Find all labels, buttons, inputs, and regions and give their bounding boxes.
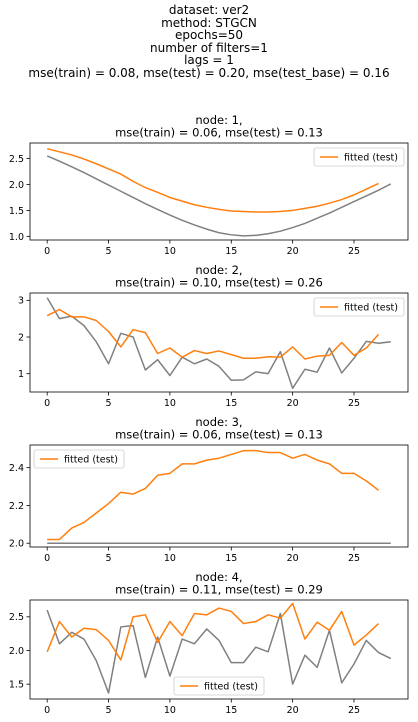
chart4-ytick-label: 1.5 bbox=[9, 680, 24, 691]
chart4-ytick-label: 2.0 bbox=[9, 646, 24, 657]
chart4-xtick-label: 15 bbox=[225, 705, 237, 716]
chart1-subplot: node: 1,mse(train) = 0.06, mse(test) = 0… bbox=[9, 113, 409, 257]
suptitle-lags: lags = 1 bbox=[184, 53, 234, 68]
chart2-ytick-label: 3 bbox=[18, 296, 24, 307]
chart1-ytick-label: 2.5 bbox=[9, 154, 24, 165]
chart3-legend-label: fitted (test) bbox=[64, 454, 118, 465]
suptitle-method: method: STGCN bbox=[161, 15, 257, 30]
chart2-xtick-label: 20 bbox=[287, 398, 299, 409]
suptitle-filters: number of filters=1 bbox=[150, 40, 268, 55]
chart4-subplot: node: 4,mse(train) = 0.11, mse(test) = 0… bbox=[9, 570, 409, 716]
chart4-xtick-label: 0 bbox=[44, 705, 50, 716]
chart1-xtick-label: 20 bbox=[287, 246, 299, 257]
chart3-xtick-label: 5 bbox=[106, 553, 112, 564]
chart4-legend-label: fitted (test) bbox=[204, 681, 258, 692]
chart4-title-line-2: mse(train) = 0.11, mse(test) = 0.29 bbox=[115, 583, 323, 597]
chart3-axes-frame bbox=[29, 444, 409, 548]
chart4-fitted-line bbox=[46, 602, 380, 661]
chart1-fitted-line bbox=[46, 147, 379, 213]
figure-suptitle: dataset: ver2 method: STGCN epochs=50 nu… bbox=[0, 4, 418, 80]
chart4-xtick-label: 10 bbox=[164, 705, 176, 716]
chart1-xtick-label: 5 bbox=[106, 246, 112, 257]
suptitle-epochs: epochs=50 bbox=[174, 28, 244, 43]
chart3-title-line-1: node: 3, bbox=[195, 415, 242, 429]
chart2-xtick-label: 0 bbox=[44, 398, 50, 409]
chart2-title-line-1: node: 2, bbox=[195, 263, 242, 277]
chart4-xtick-label: 20 bbox=[287, 705, 299, 716]
suptitle-mse: mse(train) = 0.08, mse(test) = 0.20, mse… bbox=[28, 65, 390, 80]
chart4-title-line-1: node: 4, bbox=[195, 570, 242, 584]
chart1-title-line-1: node: 1, bbox=[195, 113, 242, 127]
chart1-ytick-label: 1.0 bbox=[9, 232, 24, 243]
chart2-xtick-label: 10 bbox=[164, 398, 176, 409]
chart3-ytick-label: 2.4 bbox=[9, 463, 24, 474]
chart1-xtick-label: 25 bbox=[348, 246, 360, 257]
chart3-xtick-label: 15 bbox=[225, 553, 237, 564]
chart4-axes-frame bbox=[29, 599, 409, 700]
chart4-actual-line bbox=[46, 609, 392, 694]
chart2-fitted-line bbox=[46, 308, 380, 360]
chart3-fitted-line bbox=[47, 449, 380, 541]
chart2-actual-line bbox=[46, 297, 391, 390]
chart3-xtick-label: 20 bbox=[287, 553, 299, 564]
chart1-xtick-label: 15 bbox=[225, 246, 237, 257]
chart2-xtick-label: 5 bbox=[106, 398, 112, 409]
chart1-legend: fitted (test) bbox=[313, 147, 405, 167]
chart1-xtick-label: 0 bbox=[44, 246, 50, 257]
chart1-title-line-2: mse(train) = 0.06, mse(test) = 0.13 bbox=[115, 126, 323, 140]
chart3-subplot: node: 3,mse(train) = 0.06, mse(test) = 0… bbox=[9, 415, 409, 564]
chart3-xtick-label: 25 bbox=[348, 553, 360, 564]
chart1-xtick-label: 10 bbox=[164, 246, 176, 257]
chart2-axes-frame bbox=[29, 292, 409, 393]
chart1-ytick-label: 1.5 bbox=[9, 206, 24, 217]
chart4-xtick-label: 5 bbox=[106, 705, 112, 716]
chart1-legend-box bbox=[313, 147, 405, 167]
chart4-ytick-label: 2.5 bbox=[9, 612, 24, 623]
chart2-title-line-2: mse(train) = 0.10, mse(test) = 0.26 bbox=[115, 276, 323, 290]
chart4-xtick-label: 25 bbox=[348, 705, 360, 716]
chart2-ytick-label: 1 bbox=[18, 369, 24, 380]
chart2-legend: fitted (test) bbox=[313, 297, 405, 317]
chart2-legend-label: fitted (test) bbox=[344, 302, 398, 313]
chart4-legend: fitted (test) bbox=[173, 676, 265, 696]
chart2-xtick-label: 25 bbox=[348, 398, 360, 409]
chart1-actual-line bbox=[46, 155, 392, 237]
chart3-xtick-label: 10 bbox=[164, 553, 176, 564]
chart3-legend: fitted (test) bbox=[33, 449, 125, 469]
chart2-subplot: node: 2,mse(train) = 0.10, mse(test) = 0… bbox=[18, 263, 409, 409]
chart1-ytick-label: 2.0 bbox=[9, 180, 24, 191]
chart3-legend-box bbox=[33, 449, 125, 469]
chart2-xtick-label: 15 bbox=[225, 398, 237, 409]
chart1-legend-label: fitted (test) bbox=[344, 152, 398, 163]
chart3-ytick-label: 2.2 bbox=[9, 501, 24, 512]
chart2-ytick-label: 2 bbox=[18, 332, 24, 343]
chart3-ytick-label: 2.0 bbox=[9, 539, 24, 550]
chart4-legend-box bbox=[173, 676, 265, 696]
chart1-axes-frame bbox=[29, 142, 409, 241]
chart3-title-line-2: mse(train) = 0.06, mse(test) = 0.13 bbox=[115, 428, 323, 442]
chart3-xtick-label: 0 bbox=[44, 553, 50, 564]
chart2-legend-box bbox=[313, 297, 405, 317]
suptitle-dataset: dataset: ver2 bbox=[168, 3, 250, 17]
